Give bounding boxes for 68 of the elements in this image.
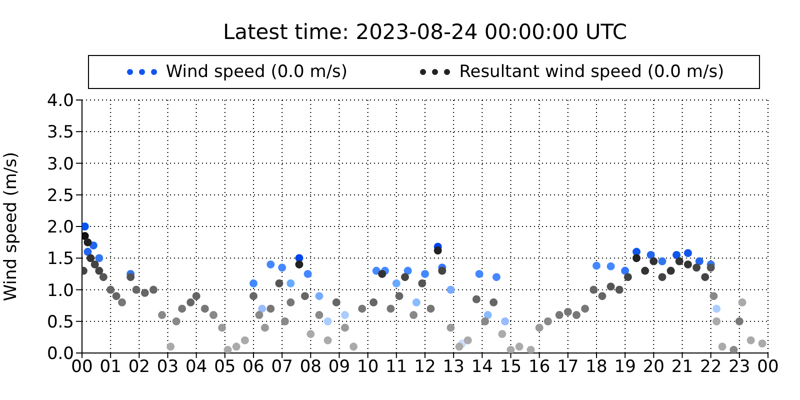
y-axis-title: Wind speed (m/s) xyxy=(1,152,22,302)
point xyxy=(315,292,324,300)
x-tick-label: 00 xyxy=(757,357,779,378)
point xyxy=(278,264,286,272)
point xyxy=(712,304,721,313)
legend-label: Wind speed (0.0 m/s) xyxy=(166,62,348,82)
point xyxy=(304,270,312,278)
point xyxy=(658,257,666,266)
x-tick-label: 03 xyxy=(156,357,179,378)
x-tick-label: 07 xyxy=(271,357,293,378)
point xyxy=(684,249,692,258)
point xyxy=(484,311,492,320)
x-tick-label: 06 xyxy=(242,357,264,378)
point xyxy=(501,317,510,326)
y-tick-label: 2.5 xyxy=(46,186,74,206)
x-tick-label: 13 xyxy=(442,357,464,378)
point xyxy=(475,270,484,278)
point xyxy=(492,273,500,282)
point xyxy=(695,257,704,266)
x-tick-label: 14 xyxy=(471,357,493,378)
x-tick-label: 11 xyxy=(386,357,408,378)
x-tick-label: 01 xyxy=(100,357,122,378)
y-tick-label: 3.0 xyxy=(46,154,74,174)
y-tick-label: 2.0 xyxy=(46,218,74,238)
point xyxy=(646,250,655,259)
x-tick-label: 23 xyxy=(728,357,750,378)
point xyxy=(412,298,420,306)
point xyxy=(606,262,615,270)
x-tick-label: 04 xyxy=(186,357,208,378)
point xyxy=(324,317,332,326)
y-tick-label: 4.0 xyxy=(46,91,74,112)
x-tick-label: 12 xyxy=(414,357,436,378)
x-tick-label: 21 xyxy=(671,357,694,378)
y-tick-label: 0.5 xyxy=(46,312,74,332)
point xyxy=(404,266,412,275)
point xyxy=(89,241,98,250)
x-tick-label: 16 xyxy=(528,357,550,378)
y-tick-label: 1.5 xyxy=(46,249,74,270)
point xyxy=(250,279,258,288)
x-tick-label: 20 xyxy=(642,357,664,378)
point xyxy=(672,250,681,259)
x-tick-label: 22 xyxy=(700,357,722,378)
y-tick-label: 3.5 xyxy=(46,122,74,143)
x-tick-label: 17 xyxy=(557,357,579,378)
chart-title: Latest time: 2023-08-24 00:00:00 UTC xyxy=(222,20,628,44)
point xyxy=(286,279,295,288)
x-tick-label: 19 xyxy=(614,357,636,378)
point xyxy=(258,304,266,313)
x-tick-label: 10 xyxy=(357,357,379,378)
point xyxy=(84,248,92,256)
point xyxy=(392,279,400,288)
x-tick-label: 08 xyxy=(300,357,322,378)
point xyxy=(266,260,275,268)
x-tick-label: 00 xyxy=(71,357,93,378)
x-tick-label: 15 xyxy=(500,357,522,378)
point xyxy=(82,222,89,230)
x-tick-label: 18 xyxy=(586,357,608,378)
legend-label: Resultant wind speed (0.0 m/s) xyxy=(459,62,724,82)
point xyxy=(421,270,429,278)
point xyxy=(340,311,349,320)
x-tick-label: 09 xyxy=(328,357,350,378)
point xyxy=(95,254,104,262)
point xyxy=(592,262,600,270)
x-tick-label: 05 xyxy=(214,357,236,378)
point xyxy=(621,266,630,275)
x-tick-label: 02 xyxy=(128,357,150,378)
y-tick-label: 1.0 xyxy=(46,280,74,301)
point xyxy=(446,286,455,294)
